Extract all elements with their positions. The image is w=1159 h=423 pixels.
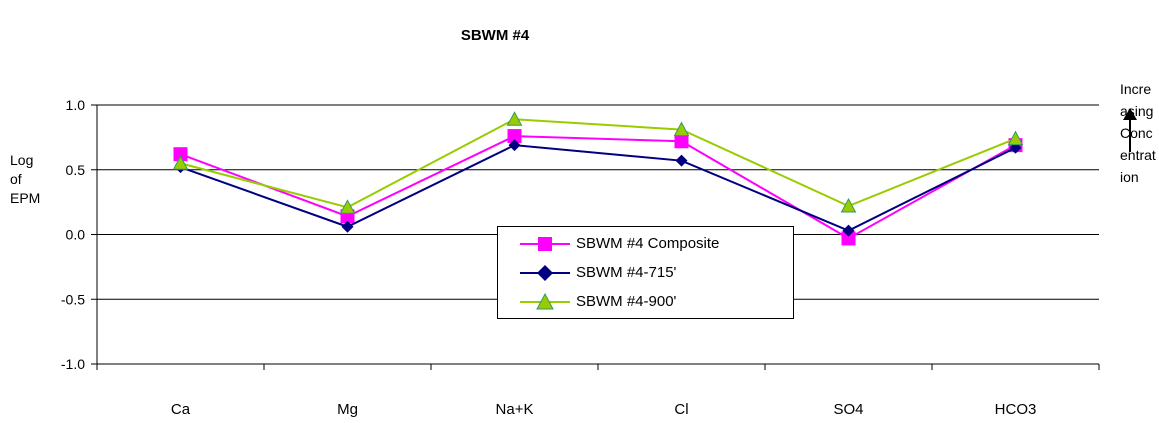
legend-item-composite: SBWM #4 Composite: [518, 234, 788, 254]
x-tick-label: Na+K: [496, 401, 534, 418]
x-tick-label: Cl: [674, 401, 688, 418]
y-tick-label: -0.5: [61, 291, 85, 307]
legend-swatch-715: [520, 265, 570, 281]
up-arrow-icon: [1123, 108, 1137, 152]
series-line-0: [180, 135, 1016, 240]
data-point: [506, 111, 523, 126]
legend-label-900: SBWM #4-900': [576, 293, 677, 310]
legend-swatch-900: [520, 292, 570, 310]
x-tick-label: HCO3: [995, 401, 1037, 418]
y-axis-label: Log of EPM: [10, 152, 41, 206]
data-point: [675, 154, 688, 167]
series-line-1: [180, 144, 1016, 232]
data-point: [673, 121, 690, 137]
data-point: [674, 134, 689, 149]
legend-label-715: SBWM #4-715': [576, 264, 677, 281]
legend: SBWM #4 Composite SBWM #4-715' SBWM #4-9…: [497, 226, 794, 319]
y-tick-label: -1.0: [61, 356, 85, 372]
data-point: [173, 147, 188, 162]
chart-title: SBWM #4: [460, 27, 530, 44]
data-point: [507, 129, 522, 144]
series-line-2: [180, 118, 1016, 209]
y-tick-label: 0.5: [66, 162, 86, 178]
data-point: [508, 139, 521, 152]
data-point: [341, 220, 354, 233]
data-point: [172, 155, 189, 170]
data-point: [841, 231, 856, 246]
x-tick-label: Ca: [171, 401, 191, 418]
legend-swatch-composite: [520, 237, 570, 251]
legend-item-715: SBWM #4-715': [518, 263, 788, 283]
data-point: [840, 197, 857, 213]
legend-item-900: SBWM #4-900': [518, 292, 788, 312]
y-tick-label: 1.0: [66, 97, 86, 113]
data-point: [1007, 130, 1024, 146]
x-tick-label: SO4: [833, 401, 863, 418]
legend-label-composite: SBWM #4 Composite: [576, 235, 720, 252]
data-point: [339, 199, 356, 214]
x-tick-label: Mg: [337, 401, 358, 418]
y-tick-label: 0.0: [66, 227, 86, 243]
data-point: [842, 224, 855, 237]
